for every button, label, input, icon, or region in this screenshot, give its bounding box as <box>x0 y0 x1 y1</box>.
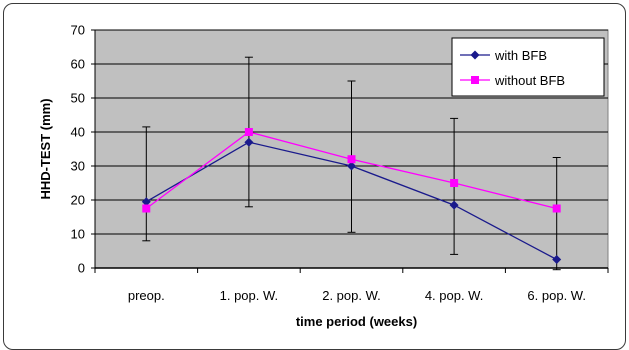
data-point <box>244 137 254 147</box>
legend-box <box>451 37 605 97</box>
line-chart: 0 10 20 30 40 50 60 70 preop. 1. pop. W. 2. pop. … <box>38 23 609 329</box>
x-tick-label: preop. <box>128 288 165 303</box>
data-point <box>244 128 253 136</box>
legend-label: without BFB <box>494 73 565 88</box>
error-bar <box>552 157 561 271</box>
x-tick-label: 1. pop. W. <box>220 288 279 303</box>
data-point <box>449 200 459 210</box>
x-axis-title: time period (weeks) <box>296 314 417 329</box>
data-point <box>552 204 561 213</box>
y-tick-label: 30 <box>71 159 85 174</box>
x-axis-ticks <box>94 268 609 273</box>
y-axis-tick-labels: 0 10 20 30 40 50 60 70 <box>71 23 85 276</box>
legend: with BFB without BFB <box>451 37 605 97</box>
series-markers <box>141 128 562 264</box>
error-bar <box>142 126 151 242</box>
y-tick-label: 60 <box>71 57 85 72</box>
legend-item: without BFB <box>460 73 565 88</box>
x-tick-label: 4. pop. W. <box>425 288 484 303</box>
legend-item: with BFB <box>460 48 547 63</box>
y-tick-label: 50 <box>71 91 85 106</box>
x-axis-tick-labels: preop. 1. pop. W. 2. pop. W. 4. pop. W. 6. p… <box>128 288 586 303</box>
x-tick-label: 6. pop. W. <box>527 288 586 303</box>
x-tick-label: 2. pop. W. <box>322 288 381 303</box>
y-tick-label: 10 <box>71 227 85 242</box>
y-tick-label: 20 <box>71 193 85 208</box>
data-point <box>450 179 459 187</box>
y-tick-label: 70 <box>71 23 85 38</box>
legend-marker <box>470 50 480 60</box>
y-tick-label: 0 <box>78 261 85 276</box>
data-point <box>141 197 151 207</box>
legend-label: with BFB <box>494 48 547 63</box>
y-axis-title: HHD-TEST (mm) <box>38 98 53 199</box>
data-point <box>347 161 356 171</box>
data-point <box>142 204 151 213</box>
y-tick-label: 40 <box>71 125 85 140</box>
legend-marker <box>471 76 479 84</box>
data-point <box>552 255 562 264</box>
data-point <box>347 155 356 164</box>
